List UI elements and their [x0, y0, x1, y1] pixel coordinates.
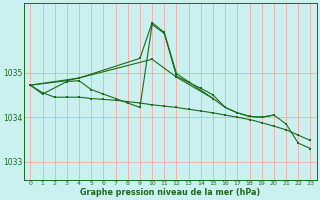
X-axis label: Graphe pression niveau de la mer (hPa): Graphe pression niveau de la mer (hPa) — [80, 188, 260, 197]
